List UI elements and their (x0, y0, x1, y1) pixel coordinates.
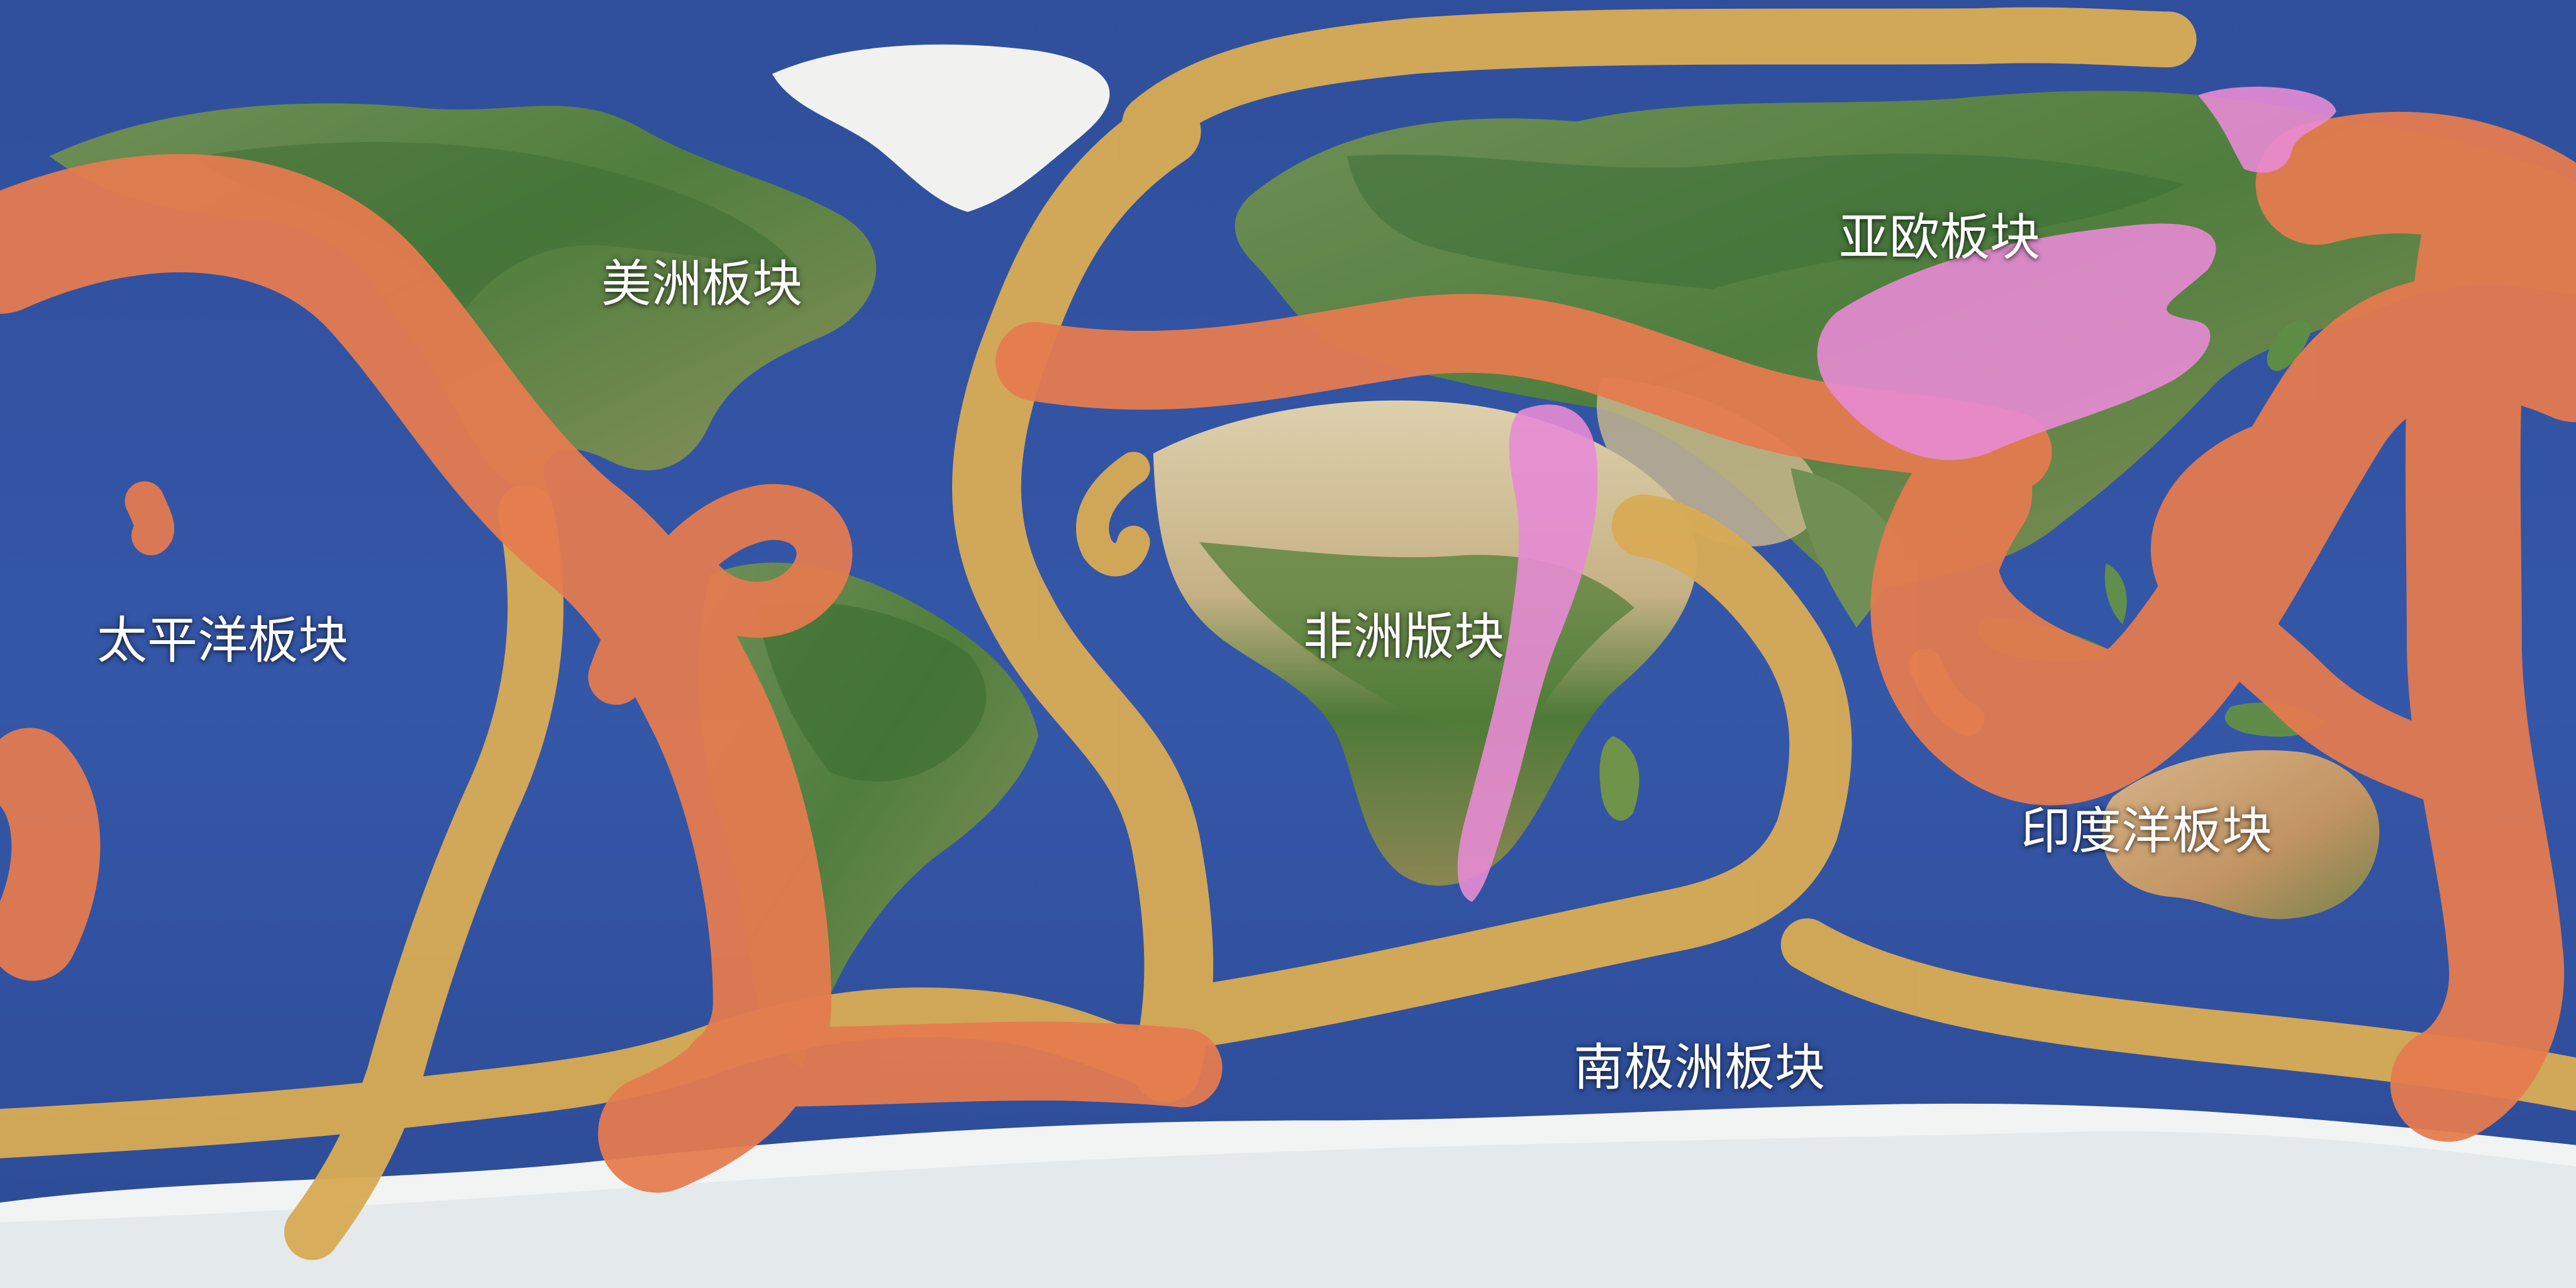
pacific-island-volcanic-loop (2151, 417, 2483, 807)
japan-islands (2267, 319, 2312, 372)
siberian-rift-zone (2198, 86, 2336, 173)
southwest-pacific-volcanic-belt (2390, 172, 2565, 1142)
western-pacific-volcanic-belt (1870, 111, 2576, 806)
atlantic-ridge-belt (952, 97, 1214, 1102)
madagascar (1599, 736, 1640, 821)
greenland (772, 44, 1110, 212)
rift-zones (1457, 86, 2336, 902)
south-america-forest (755, 602, 987, 782)
indian-collision-belt (1928, 411, 2153, 720)
asia-dark-forest (1347, 153, 2185, 289)
east-africa-rift-zone (1457, 404, 1598, 902)
subduction-belts (0, 111, 2576, 1193)
east-pacific-ridge-belt (284, 484, 564, 1260)
philippines-islands (2104, 564, 2127, 625)
arctic-ridge-belt (1122, 7, 2197, 152)
antarctic-shadow (0, 1131, 2576, 1288)
north-pacific-volcanic-belt (0, 153, 831, 1193)
western-hawaii-spot (125, 481, 175, 555)
caribbean-volcanic-loop (588, 484, 853, 705)
southwest-pacific-edge (0, 728, 101, 981)
west-africa-ridge-belt (1076, 452, 1150, 577)
north-america-forest (197, 142, 801, 313)
indian-ridge-belt (1152, 494, 1852, 1050)
south-america-subduction-belt (683, 1021, 1223, 1108)
australia-landmass (2102, 750, 2380, 919)
baikal-rift-zone (1817, 223, 2216, 460)
